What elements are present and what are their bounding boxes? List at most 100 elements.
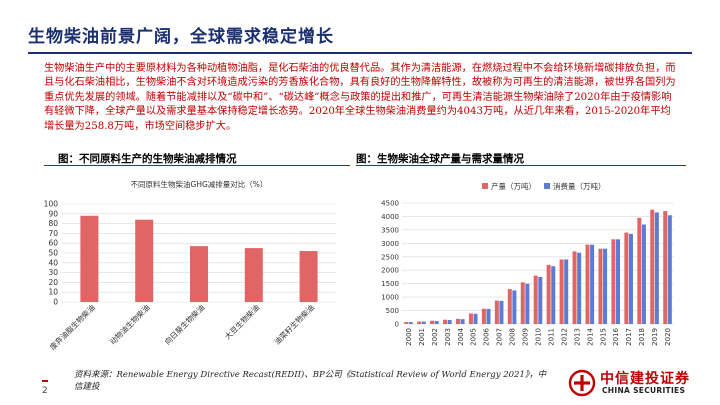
x-tick-label: 2003 [444,328,452,346]
x-tick-label: 向日葵生物柴油 [162,302,206,346]
bar-consumption [460,319,465,324]
title-divider [28,52,692,54]
x-tick-label: 废弃油脂生物柴油 [47,302,96,351]
legend-swatch [544,183,550,189]
logo-english-text: CHINA SECURITIES [602,386,686,395]
y-tick-label: 1500 [381,280,399,288]
bar-production [663,211,668,324]
bar-consumption [616,239,621,324]
x-tick-label: 2009 [522,328,530,346]
y-tick-label: 80 [48,219,58,228]
x-tick-label: 2017 [625,328,633,346]
bar-consumption [525,283,530,324]
bar-consumption [564,259,569,324]
bar-production [598,248,603,324]
bar-production [520,282,525,324]
x-tick-label: 2000 [405,328,413,346]
x-tick-label: 2012 [560,328,568,346]
bar-production [507,289,512,324]
citic-emblem-icon [568,369,596,397]
bar-production [559,259,564,324]
caption-left-rule [44,165,350,166]
source-note: 资料来源：Renewable Energy Directive Recast(R… [74,370,547,392]
bar-production [650,209,655,324]
x-tick-label: 2005 [470,328,478,346]
bar [299,251,318,302]
chart-title: 不同原料生物柴油GHG减排量对比（%） [131,179,268,189]
y-tick-label: 3500 [381,226,399,234]
bar-consumption [499,300,504,324]
y-tick-label: 2000 [381,267,399,275]
bar-production [611,239,616,324]
legend-label: 产量（万吨） [491,181,536,191]
logo-chinese-text: 中信建投证券 [600,371,690,387]
legend-swatch [482,183,488,189]
bar-consumption [603,248,608,324]
x-tick-label: 2004 [457,327,465,345]
x-tick-label: 2020 [664,328,672,346]
y-tick-label: 0 [395,321,399,329]
bar-consumption [577,252,582,324]
x-tick-label: 2014 [586,327,594,345]
y-tick-label: 1000 [381,294,399,302]
y-tick-label: 4000 [381,213,399,221]
y-tick-label: 0 [53,298,58,307]
x-tick-label: 动物油生物柴油 [107,302,151,346]
bar-consumption [667,215,672,324]
bar-consumption [628,233,633,324]
bar-production [637,217,642,324]
bar-consumption [447,319,452,324]
y-tick-label: 100 [44,200,59,209]
bar-consumption [473,313,478,324]
x-tick-label: 2011 [547,328,555,346]
company-logo: 中信建投证券 CHINA SECURITIES [568,368,698,398]
x-tick-label: 2016 [612,327,620,345]
caption-left: 图：不同原料生产的生物柴油减排情况 [58,153,237,165]
bar-production [494,300,499,324]
bar-production [430,320,435,324]
page-number: 2 [42,386,48,396]
x-tick-label: 2013 [573,328,581,346]
x-tick-label: 大豆生物柴油 [222,302,261,341]
bar-consumption [551,266,556,324]
bar-production [455,318,460,324]
bar-production [468,313,473,324]
x-tick-label: 2018 [638,328,646,346]
x-tick-label: 2010 [535,328,543,346]
bar-production [481,308,486,324]
caption-right: 图：生物柴油全球产量与需求量情况 [356,153,524,165]
bar-production [585,244,590,324]
bar-consumption [538,276,543,324]
bar-consumption [421,321,426,324]
bar-consumption [408,322,413,324]
bar-production [624,232,629,324]
y-tick-label: 40 [48,258,58,267]
bar [80,215,99,302]
y-tick-label: 70 [48,229,58,238]
y-tick-label: 10 [48,288,58,297]
bar-consumption [590,244,595,324]
caption-right-rule [356,165,686,166]
y-tick-label: 50 [48,249,58,258]
x-tick-label: 2019 [651,328,659,346]
y-tick-label: 2500 [381,253,399,261]
x-tick-label: 油菜籽生物柴油 [272,302,316,346]
bar-consumption [486,308,491,324]
bar-consumption [641,224,646,324]
x-tick-label: 2002 [431,328,439,346]
bar [135,219,154,302]
bar-consumption [512,290,517,324]
y-tick-label: 3000 [381,240,399,248]
x-tick-label: 2008 [509,328,517,346]
bar-production [572,251,577,324]
bar [244,248,263,302]
y-tick-label: 500 [386,307,399,315]
page-number-accent [42,380,48,382]
y-tick-label: 30 [48,268,58,277]
bar-production [443,319,448,324]
bar-production [546,264,551,324]
bar [190,246,208,302]
y-tick-label: 90 [48,209,58,218]
bar-production [404,322,409,324]
y-tick-label: 20 [48,278,58,287]
